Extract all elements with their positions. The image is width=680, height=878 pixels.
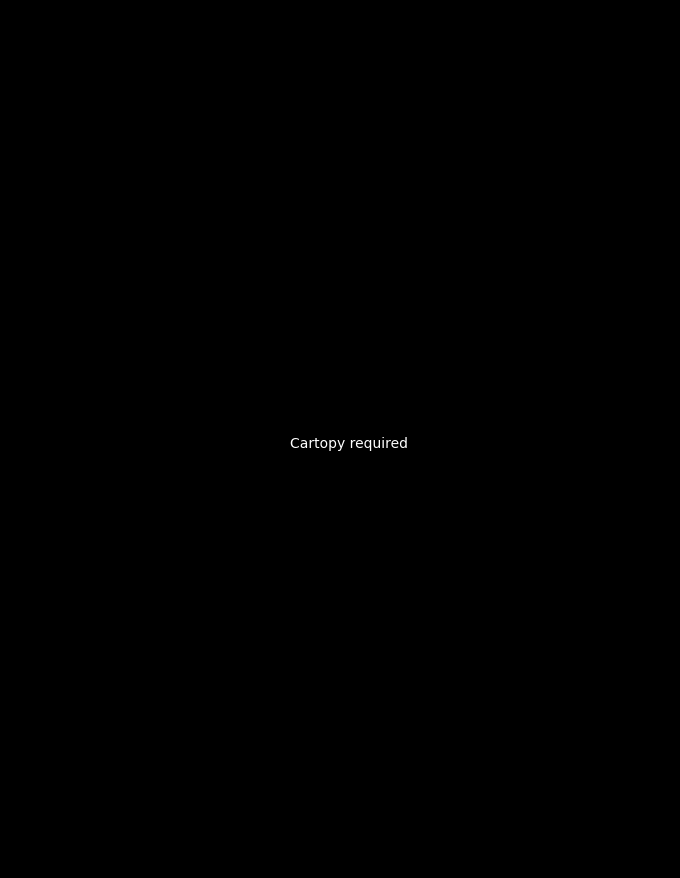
Text: Cartopy required: Cartopy required [290, 436, 407, 450]
